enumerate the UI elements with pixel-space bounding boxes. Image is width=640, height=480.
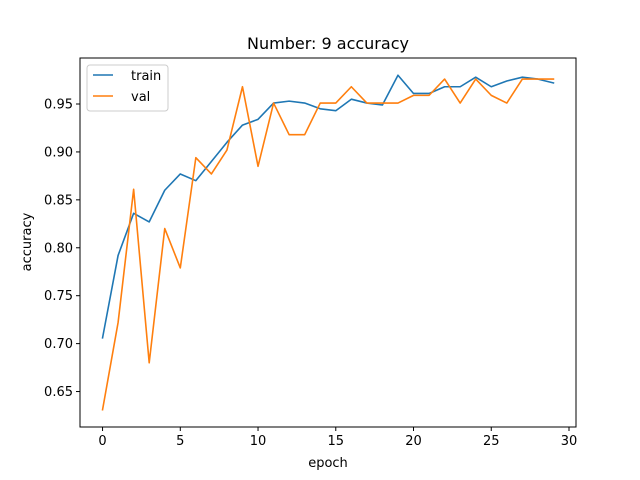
legend: train val xyxy=(86,64,169,112)
y-axis: 0.65 0.70 0.75 0.80 0.85 0.90 0.95 xyxy=(44,98,80,400)
y-tick-label: 0.80 xyxy=(44,241,73,256)
y-tick-label: 0.85 xyxy=(44,193,73,208)
legend-label-val: val xyxy=(131,90,150,105)
x-tick-label: 20 xyxy=(405,434,422,449)
series-line-val xyxy=(101,78,555,411)
x-tick-label: 5 xyxy=(176,434,184,449)
series-layer xyxy=(101,74,555,411)
x-tick-label: 30 xyxy=(561,434,578,449)
y-tick-label: 0.75 xyxy=(44,289,73,304)
plot-frame xyxy=(79,57,577,428)
y-tick-label: 0.95 xyxy=(44,98,73,113)
legend-label-train: train xyxy=(131,69,161,84)
x-tick-label: 25 xyxy=(483,434,500,449)
chart-title: Number: 9 accuracy xyxy=(247,34,409,53)
y-tick-label: 0.65 xyxy=(44,385,73,400)
x-tick-label: 0 xyxy=(98,434,106,449)
y-axis-label: accuracy xyxy=(20,212,35,271)
x-tick-label: 10 xyxy=(250,434,267,449)
legend-box xyxy=(86,64,169,112)
x-axis-label: epoch xyxy=(308,456,348,471)
series-line-train xyxy=(101,74,555,339)
x-axis: 0 5 10 15 20 25 30 xyxy=(98,427,577,449)
y-tick-label: 0.90 xyxy=(44,145,73,160)
y-tick-label: 0.70 xyxy=(44,337,73,352)
x-tick-label: 15 xyxy=(328,434,345,449)
